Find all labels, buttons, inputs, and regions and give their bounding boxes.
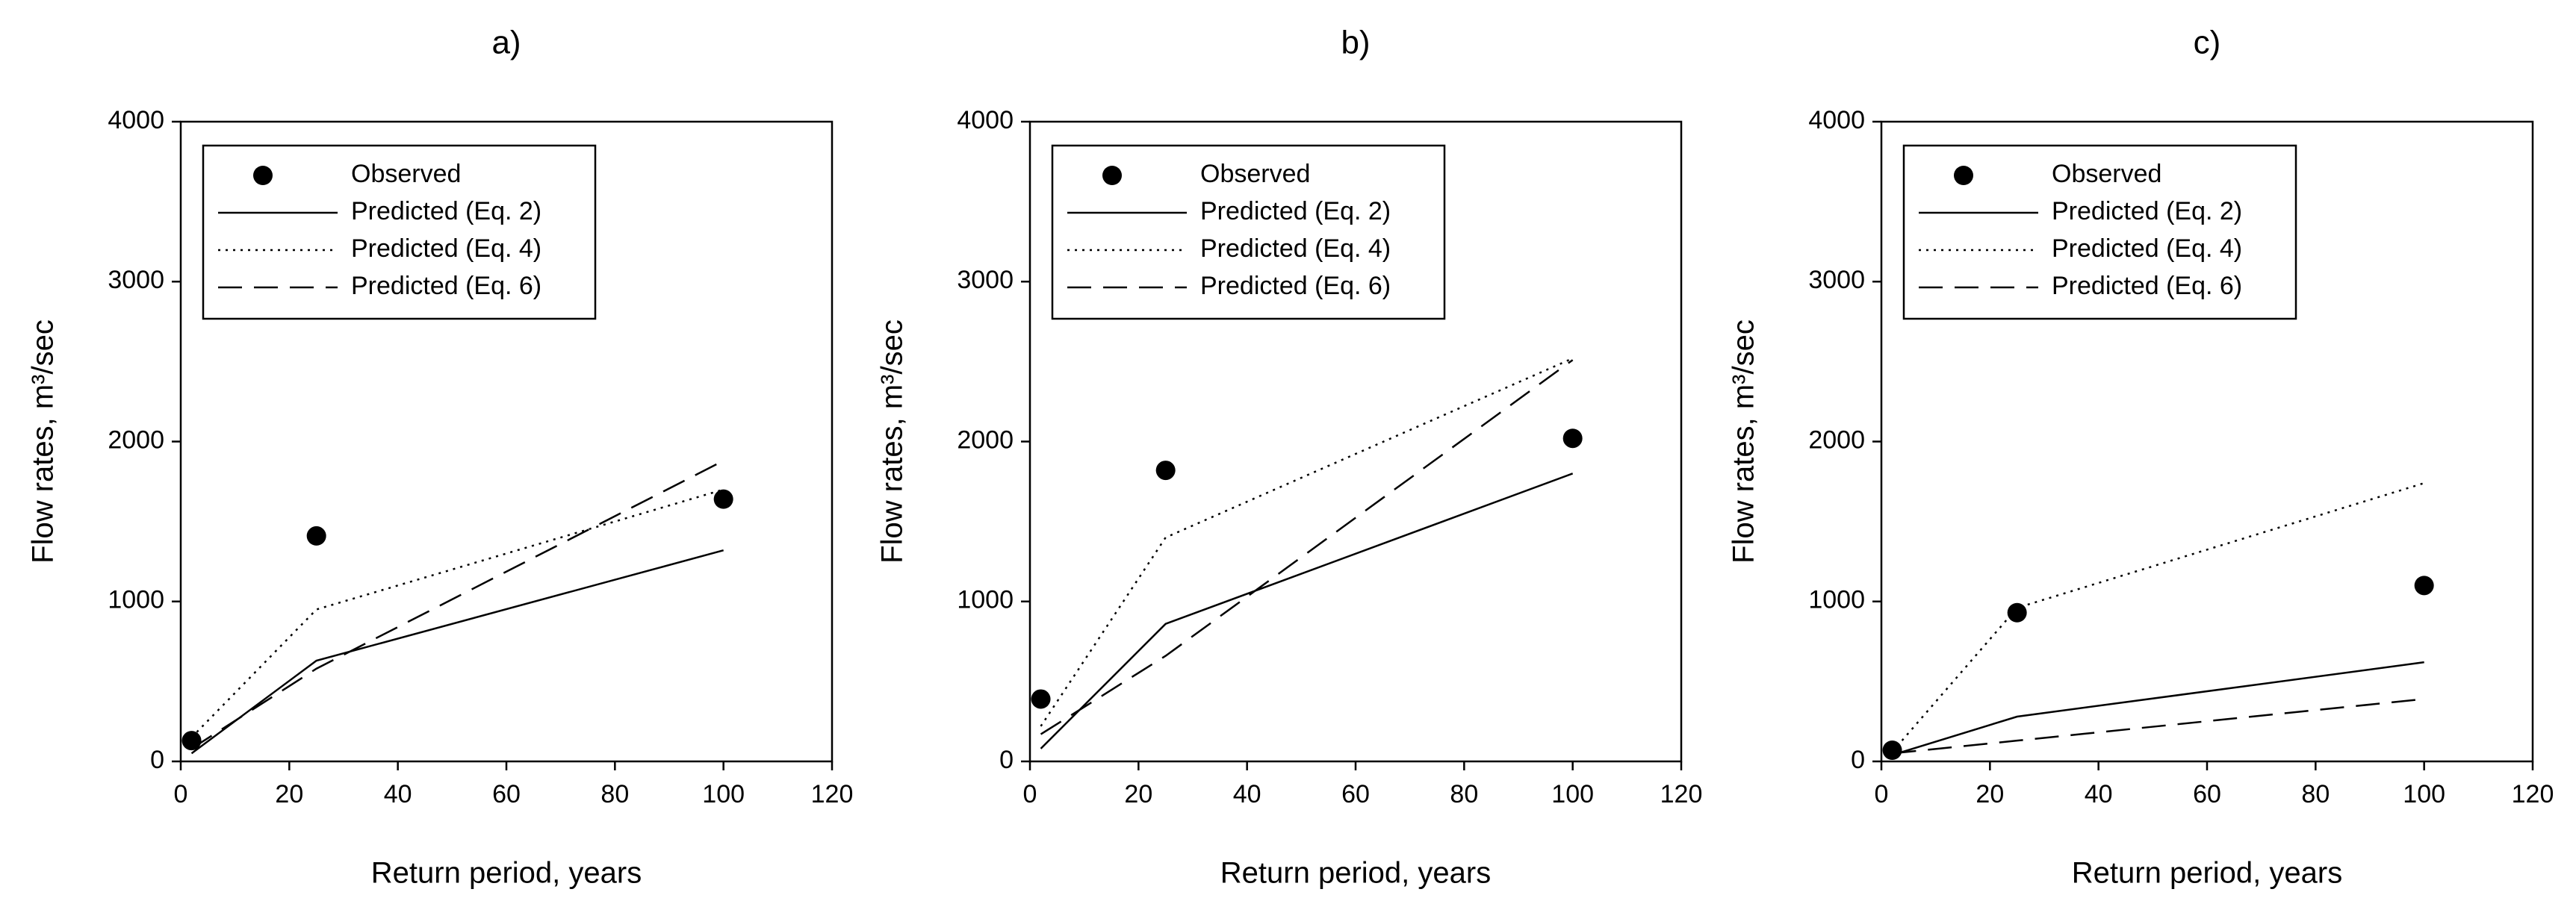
- x-axis-label: Return period, years: [371, 857, 642, 890]
- observed-point: [2007, 602, 2027, 623]
- y-tick-label: 0: [999, 746, 1014, 774]
- x-tick-label: 120: [811, 780, 854, 808]
- series-line: [1891, 482, 2425, 752]
- x-tick-label: 80: [600, 780, 629, 808]
- y-tick-label: 1000: [108, 586, 164, 614]
- x-tick-label: 60: [1341, 780, 1370, 808]
- x-tick-label: 40: [384, 780, 412, 808]
- x-tick-label: 20: [1976, 780, 2004, 808]
- x-tick-label: 120: [2512, 780, 2554, 808]
- series-line: [1040, 473, 1574, 749]
- x-axis-label: Return period, years: [1220, 857, 1491, 890]
- legend-label: Predicted (Eq. 6): [2052, 272, 2242, 300]
- series-line: [190, 549, 724, 755]
- observed-point: [1882, 741, 1902, 761]
- panel-title: b): [1341, 25, 1370, 61]
- x-tick-label: 100: [2403, 780, 2445, 808]
- series-line: [190, 460, 724, 749]
- legend-marker: [1102, 166, 1122, 185]
- x-tick-label: 80: [2301, 780, 2330, 808]
- x-tick-label: 120: [1660, 780, 1703, 808]
- legend-label: Predicted (Eq. 2): [1200, 197, 1391, 225]
- y-tick-label: 3000: [108, 266, 164, 294]
- legend-label: Predicted (Eq. 6): [351, 272, 541, 300]
- panel-title: c): [2194, 25, 2221, 61]
- observed-point: [1031, 689, 1051, 709]
- y-tick-label: 4000: [108, 106, 164, 134]
- x-tick-label: 60: [2193, 780, 2221, 808]
- x-tick-label: 20: [1124, 780, 1152, 808]
- y-tick-label: 0: [1851, 746, 1865, 774]
- legend-marker: [1954, 166, 1973, 185]
- x-axis-label: Return period, years: [2072, 857, 2342, 890]
- y-tick-label: 4000: [1808, 106, 1865, 134]
- y-tick-label: 2000: [108, 425, 164, 454]
- series-line: [1040, 359, 1574, 735]
- legend-label: Predicted (Eq. 4): [1200, 234, 1391, 263]
- x-tick-label: 0: [174, 780, 188, 808]
- y-tick-label: 3000: [1808, 266, 1865, 294]
- y-axis-label: Flow rates, m³/sec: [1728, 319, 1760, 564]
- y-tick-label: 4000: [957, 106, 1014, 134]
- y-tick-label: 0: [150, 746, 164, 774]
- y-tick-label: 2000: [957, 425, 1014, 454]
- legend-label: Predicted (Eq. 2): [351, 197, 541, 225]
- legend-label: Predicted (Eq. 4): [351, 234, 541, 263]
- legend-label: Predicted (Eq. 6): [1200, 272, 1391, 300]
- y-tick-label: 3000: [957, 266, 1014, 294]
- observed-point: [713, 489, 733, 509]
- x-tick-label: 40: [1233, 780, 1261, 808]
- series-line: [1040, 357, 1574, 727]
- x-tick-label: 100: [702, 780, 745, 808]
- x-tick-label: 20: [275, 780, 303, 808]
- x-tick-label: 60: [492, 780, 521, 808]
- x-tick-label: 100: [1551, 780, 1594, 808]
- legend-label: Observed: [2052, 160, 2161, 188]
- series-line: [190, 488, 724, 738]
- panel-title: a): [491, 25, 521, 61]
- legend-label: Predicted (Eq. 4): [2052, 234, 2242, 263]
- y-tick-label: 2000: [1808, 425, 1865, 454]
- legend-marker: [253, 166, 273, 185]
- observed-point: [2414, 576, 2434, 596]
- series-line: [1892, 698, 2424, 755]
- x-tick-label: 40: [2085, 780, 2113, 808]
- legend-label: Observed: [351, 160, 461, 188]
- y-axis-label: Flow rates, m³/sec: [27, 319, 60, 564]
- observed-point: [1562, 428, 1583, 449]
- x-tick-label: 0: [1875, 780, 1889, 808]
- observed-point: [306, 526, 326, 546]
- y-tick-label: 1000: [957, 586, 1014, 614]
- x-tick-label: 80: [1450, 780, 1478, 808]
- y-tick-label: 1000: [1808, 586, 1865, 614]
- y-axis-label: Flow rates, m³/sec: [876, 319, 909, 564]
- x-tick-label: 0: [1023, 780, 1037, 808]
- observed-point: [1155, 461, 1176, 481]
- series-line: [1892, 661, 2424, 756]
- legend-label: Predicted (Eq. 2): [2052, 197, 2242, 225]
- legend-label: Observed: [1200, 160, 1310, 188]
